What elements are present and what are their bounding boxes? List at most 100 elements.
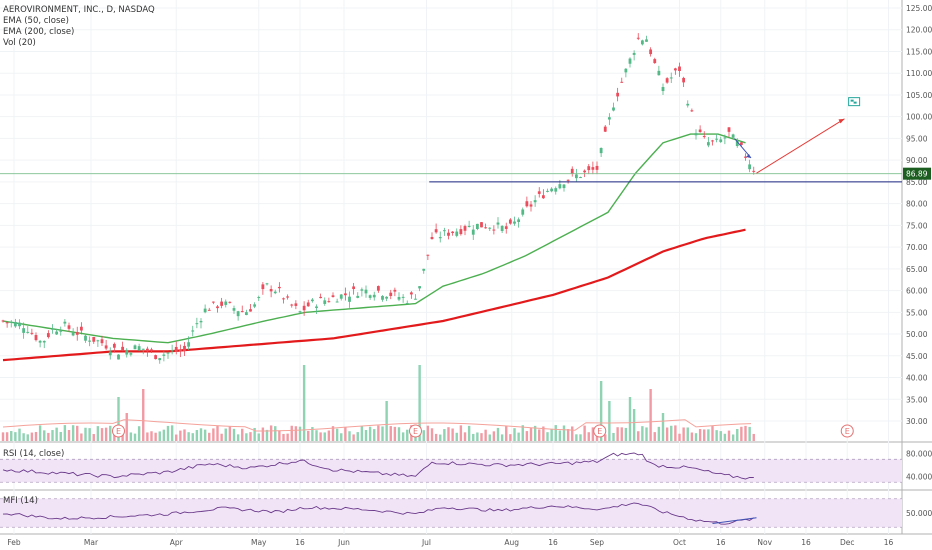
candle-body xyxy=(546,190,549,192)
candle-body xyxy=(500,225,504,232)
candle-body xyxy=(541,195,545,199)
candle-body xyxy=(744,156,747,158)
candle-body xyxy=(467,225,471,227)
volume-bar xyxy=(311,427,314,441)
volume-bar xyxy=(146,432,149,441)
volume-bar xyxy=(694,433,698,441)
volume-bar xyxy=(529,427,533,441)
volume-bar xyxy=(736,429,739,441)
volume-bar xyxy=(224,428,227,441)
candle-body xyxy=(661,87,665,92)
volume-bar xyxy=(278,430,281,441)
candle-body xyxy=(678,66,681,72)
candle-body xyxy=(492,229,496,231)
price-tick-label: 105.00 xyxy=(906,91,932,100)
candle-body xyxy=(302,305,306,311)
earnings-marker xyxy=(840,424,854,438)
volume-bar xyxy=(612,432,615,441)
candle-body xyxy=(719,139,723,142)
volume-bar xyxy=(364,430,368,441)
candle-body xyxy=(352,286,356,290)
volume-bar xyxy=(385,401,388,441)
candle-body xyxy=(117,354,120,360)
candle-body xyxy=(409,292,413,295)
candle-body xyxy=(199,320,203,323)
candle-body xyxy=(183,345,186,352)
candle-body xyxy=(579,177,582,179)
volume-bar xyxy=(657,426,661,441)
candle-body xyxy=(63,321,67,324)
candle-body xyxy=(612,107,615,111)
candle-body xyxy=(42,340,46,343)
candle-body xyxy=(207,309,211,311)
candle-body xyxy=(211,301,215,303)
volume-bar xyxy=(170,425,174,441)
legend-ema50: EMA (50, close) xyxy=(3,16,69,26)
candle-body xyxy=(5,322,9,324)
volume-bar xyxy=(566,429,570,441)
candle-body xyxy=(203,308,207,313)
volume-bar xyxy=(476,432,479,441)
volume-bar xyxy=(348,431,351,441)
volume-bar xyxy=(740,426,743,441)
candle-body xyxy=(657,70,661,76)
candle-body xyxy=(529,204,533,207)
candle-body xyxy=(282,298,285,300)
volume-bar xyxy=(1,432,5,441)
volume-bar xyxy=(575,434,578,441)
time-tick-label: 16 xyxy=(884,538,894,547)
volume-bar xyxy=(290,425,293,441)
candle-body xyxy=(715,138,719,140)
candle-body xyxy=(397,297,401,300)
time-tick-label: Dec xyxy=(840,538,855,547)
candle-body xyxy=(294,303,298,306)
volume-bar xyxy=(175,434,178,441)
candle-body xyxy=(603,126,607,132)
candle-body xyxy=(323,300,327,304)
candle-body xyxy=(34,335,38,341)
target-arrow xyxy=(756,118,845,174)
candle-body xyxy=(645,39,648,42)
volume-bar xyxy=(315,430,318,441)
candle-body xyxy=(331,295,335,297)
earnings-marker-label: E xyxy=(116,427,121,436)
volume-bar xyxy=(620,427,623,441)
candle-body xyxy=(174,346,178,352)
candle-body xyxy=(84,335,87,341)
volume-bar xyxy=(451,428,454,441)
rsi-tick-label: 80.000 xyxy=(906,450,932,459)
candle-body xyxy=(216,306,219,309)
volume-bar xyxy=(661,413,665,441)
earnings-marker-label: E xyxy=(597,427,602,436)
volume-bar xyxy=(71,425,75,441)
candle-body xyxy=(595,165,599,170)
candle-body xyxy=(381,296,384,300)
volume-bar xyxy=(154,432,157,441)
candle-body xyxy=(574,174,578,179)
candle-body xyxy=(480,222,483,228)
target-arrow-head xyxy=(838,118,845,124)
candle-body xyxy=(277,286,281,289)
candle-body xyxy=(100,339,104,344)
time-tick-label: Mar xyxy=(84,538,99,547)
volume-bar xyxy=(142,389,145,441)
volume-bar xyxy=(509,434,512,441)
volume-bar xyxy=(269,425,273,441)
volume-bar xyxy=(418,365,421,441)
candle-body xyxy=(191,330,195,332)
candle-body xyxy=(455,231,459,236)
candle-body xyxy=(748,164,752,170)
volume-bar xyxy=(344,427,347,441)
candle-body xyxy=(686,103,690,106)
price-tick-label: 45.00 xyxy=(906,352,928,361)
volume-bar xyxy=(703,429,706,441)
candle-body xyxy=(418,286,422,289)
candle-body xyxy=(587,166,591,171)
volume-bar xyxy=(241,428,244,441)
time-tick-label: Sep xyxy=(590,538,604,547)
candle-body xyxy=(18,322,21,327)
volume-bar xyxy=(653,432,656,441)
volume-bar xyxy=(624,427,628,441)
candle-body xyxy=(706,142,710,146)
